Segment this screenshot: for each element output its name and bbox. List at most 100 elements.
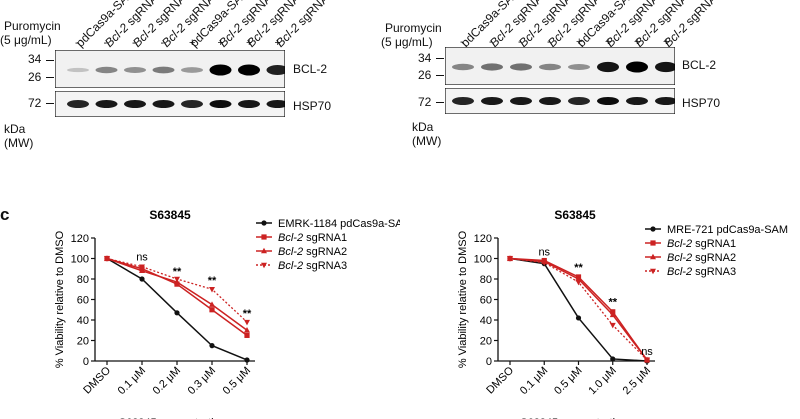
y-tick-label: 40 [480, 315, 492, 327]
data-point [575, 279, 582, 286]
hsp70-band [67, 100, 89, 108]
hsp70-blot-strip [55, 91, 285, 117]
legend-marker [261, 234, 267, 240]
legend-marker [650, 226, 656, 232]
hsp70-band [597, 97, 619, 105]
legend-marker [650, 240, 656, 246]
puromycin-sign: - [460, 36, 464, 48]
x-axis-label: S63845 concentrations [520, 417, 633, 419]
hsp70-band [209, 100, 232, 108]
viability-chart-mre721: S63845 0 20 40 60 80 100 120 % Viability relativ… [457, 208, 788, 419]
legend-marker [261, 220, 267, 226]
bcl2-band [266, 65, 285, 75]
kda-label: kDa [412, 120, 434, 134]
bcl2-band [655, 61, 675, 73]
mw-label: (MW) [412, 134, 442, 148]
legend-label: Bcl-2 sgRNA2 [278, 246, 347, 258]
puromycin-sign: - [132, 37, 136, 49]
bcl2-band [67, 67, 89, 73]
data-point [209, 307, 215, 313]
y-tick-label: 20 [77, 336, 89, 348]
y-tick-label: 80 [77, 274, 89, 286]
x-tick-label: 1.0 μM [586, 365, 618, 397]
marker-72: 72 [418, 95, 432, 109]
data-point [609, 311, 616, 318]
x-tick-label: 0.5 μM [552, 365, 584, 397]
marker-34: 34 [418, 51, 432, 65]
y-tick-label: 0 [486, 356, 492, 368]
data-point [244, 357, 250, 363]
puromycin-sign: - [103, 37, 108, 49]
bcl2-label: BCL-2 [293, 62, 328, 76]
puromycin-label: Puromycin [385, 21, 442, 35]
marker-72: 72 [28, 96, 42, 110]
data-point [244, 326, 250, 333]
hsp70-label: HSP70 [293, 99, 332, 113]
y-tick-label: 120 [474, 233, 492, 245]
legend-label: Bcl-2 sgRNA1 [278, 232, 347, 244]
marker-tick [436, 102, 444, 103]
bcl2-band [626, 61, 648, 73]
data-point [104, 256, 110, 262]
bcl2-band [152, 66, 175, 74]
puromycin-sign: + [634, 36, 641, 48]
x-tick-label: 0.3 μM [186, 365, 218, 397]
mw-label: (MW) [4, 136, 34, 150]
puromycin-sign: + [274, 37, 281, 49]
significance-annotation: ** [173, 266, 182, 278]
legend-label: EMRK-1184 pdCas9a-SAM [278, 218, 400, 230]
x-tick-label: 0.1 μM [116, 365, 148, 397]
hsp70-band [568, 97, 590, 105]
hsp70-blot-strip [445, 88, 675, 114]
puromycin-sign: + [246, 37, 253, 49]
y-tick-label: 40 [77, 315, 89, 327]
hsp70-band [655, 97, 675, 105]
hsp70-band [95, 100, 118, 108]
y-tick-label: 100 [474, 254, 492, 266]
legend-marker [650, 253, 656, 260]
puromycin-sign: - [489, 36, 493, 48]
bcl2-band [568, 63, 590, 71]
marker-tick [46, 77, 54, 78]
puromycin-sign: - [160, 37, 165, 49]
y-tick-label: 60 [480, 295, 492, 307]
data-point [610, 356, 616, 362]
chart-title: S63845 [554, 208, 596, 222]
panel-letter-c: c [0, 205, 10, 224]
data-point [139, 264, 145, 270]
marker-tick [46, 103, 54, 104]
legend-label: Bcl-2 sgRNA2 [667, 252, 736, 264]
significance-annotation: ns [538, 246, 550, 258]
significance-annotation: ns [641, 346, 653, 358]
hsp70-band [626, 97, 648, 105]
data-point [139, 276, 145, 282]
viability-chart-emrk1184: S63845 0 20 40 60 80 100 120 % Viability relativ… [54, 208, 400, 419]
bcl2-band [539, 63, 561, 71]
significance-annotation: ns [136, 252, 148, 264]
kda-label: kDa [4, 122, 26, 136]
data-point [209, 343, 215, 349]
y-axis-label: % Viability relative to DMSO [54, 230, 66, 368]
marker-34: 34 [28, 52, 42, 66]
y-axis-label: % Viability relative to DMSO [457, 230, 469, 368]
puromycin-concentration: (5 μg/mL) [0, 33, 52, 47]
puromycin-sign: - [518, 36, 522, 48]
bcl2-band [238, 64, 260, 76]
hsp70-band [510, 97, 532, 105]
marker-26: 26 [418, 68, 432, 82]
data-point [609, 322, 616, 329]
bcl2-band [95, 66, 118, 74]
x-tick-label: 2.5 μM [621, 365, 653, 397]
hsp70-band [266, 100, 285, 108]
bcl2-band [181, 67, 203, 73]
marker-tick [436, 58, 444, 59]
marker-tick [46, 60, 54, 61]
data-point [244, 319, 250, 326]
legend-marker [261, 262, 267, 269]
hsp70-band [124, 100, 146, 108]
data-point [209, 301, 215, 307]
hsp70-label: HSP70 [682, 96, 721, 110]
y-tick-label: 20 [480, 336, 492, 348]
hsp70-band [539, 97, 561, 105]
data-point [575, 275, 582, 282]
